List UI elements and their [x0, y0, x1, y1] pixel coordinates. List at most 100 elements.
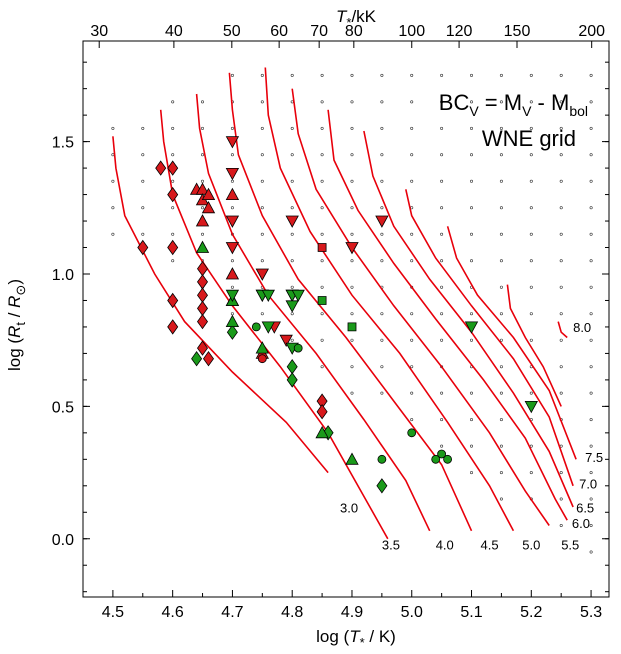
green-circle-marker	[293, 343, 303, 353]
red-triangle-up-marker	[201, 187, 216, 201]
grid-point	[260, 153, 264, 157]
red-dark-triangle-down-marker	[225, 242, 240, 255]
grid-point	[440, 179, 444, 183]
grid-point	[410, 73, 414, 77]
grid-point	[529, 338, 533, 342]
grid-point	[230, 206, 234, 210]
red-diamond-marker	[203, 351, 214, 367]
red-diamond-marker	[137, 239, 149, 256]
plot-frame	[82, 40, 610, 598]
grid-point	[230, 73, 234, 77]
grid-point	[320, 365, 324, 369]
red-diamond-marker	[197, 300, 208, 317]
grid-point	[230, 259, 234, 263]
grid-point	[529, 471, 533, 475]
grid-point	[559, 365, 563, 369]
top-axis-label: T*/kK	[336, 7, 377, 30]
red-diamond-marker	[197, 274, 208, 290]
red-triangle-down-marker	[345, 242, 359, 255]
y-tick-label: 0.0	[52, 532, 74, 549]
grid-point	[230, 126, 234, 130]
green-diamond-marker	[226, 324, 238, 340]
grid-point	[559, 497, 563, 501]
grid-point	[410, 391, 414, 395]
grid-point	[380, 338, 384, 342]
grid-point	[410, 418, 414, 422]
grid-point	[469, 179, 473, 183]
grid-point	[529, 285, 533, 289]
grid-annotation: WNE grid	[482, 126, 576, 151]
x-tick-label: 5.2	[520, 604, 542, 621]
contour-line	[228, 72, 473, 532]
grid-point	[350, 365, 354, 369]
grid-point	[320, 206, 324, 210]
top-tick-label: 150	[504, 23, 531, 40]
grid-point	[290, 206, 294, 210]
grid-point	[589, 232, 593, 236]
grid-point	[499, 100, 503, 104]
grid-point	[589, 365, 593, 369]
grid-point	[410, 259, 414, 263]
top-tick-label: 50	[223, 23, 241, 40]
grid-point	[469, 259, 473, 263]
grid-point	[111, 126, 115, 130]
grid-point	[141, 153, 145, 157]
grid-point	[230, 285, 234, 289]
contour-line	[363, 130, 574, 508]
green-diamond-marker	[286, 359, 298, 375]
grid-point	[171, 126, 175, 130]
grid-point	[469, 338, 473, 342]
grid-point	[171, 179, 175, 183]
grid-point	[290, 312, 294, 316]
grid-point	[410, 338, 414, 342]
green-triangle-up-marker	[225, 314, 240, 328]
grid-point	[440, 206, 444, 210]
grid-point	[290, 100, 294, 104]
grid-point	[469, 391, 473, 395]
grid-point	[559, 179, 563, 183]
grid-point	[589, 153, 593, 157]
grid-point	[559, 259, 563, 263]
red-dark-triangle-down-marker	[225, 136, 240, 149]
contour-label: 4.0	[436, 537, 454, 552]
red-diamond-marker	[155, 160, 167, 176]
grid-point	[350, 285, 354, 289]
grid-point	[260, 206, 264, 210]
grid-point	[141, 126, 145, 130]
red-diamond-marker	[197, 261, 208, 277]
green-circle-marker	[443, 454, 453, 464]
grid-point	[380, 179, 384, 183]
grid-point	[410, 232, 414, 236]
grid-point	[320, 312, 324, 316]
grid-point	[320, 153, 324, 157]
grid-point	[529, 391, 533, 395]
grid-point	[499, 285, 503, 289]
contour-label: 4.5	[481, 537, 499, 552]
red-triangle-up-marker	[195, 214, 210, 227]
grid-point	[469, 312, 473, 316]
grid-point	[290, 73, 294, 77]
grid-point	[529, 73, 533, 77]
grid-point	[290, 232, 294, 236]
red-triangle-up-marker	[225, 267, 240, 280]
x-tick-label: 5.3	[580, 604, 602, 621]
x-tick-label: 5.1	[460, 604, 482, 621]
grid-point	[440, 73, 444, 77]
grid-point	[559, 312, 563, 316]
grid-point	[499, 312, 503, 316]
green-triangle-down-marker	[524, 400, 538, 414]
grid-point	[260, 179, 264, 183]
green-circle-marker	[251, 322, 261, 332]
grid-point	[201, 126, 205, 130]
grid-point	[111, 153, 115, 157]
grid-point	[410, 179, 414, 183]
grid-point	[499, 338, 503, 342]
red-diamond-marker	[167, 319, 179, 335]
data-markers	[137, 136, 538, 494]
grid-point	[350, 232, 354, 236]
x-tick-label: 4.9	[341, 604, 363, 621]
axis-ticks: 4.5 4.6 4.7 4.8 4.9 5.0 5.1 5.2 5.3 0.0 0.5 1.0 1.5 3…	[52, 23, 609, 621]
green-diamond-marker	[286, 372, 298, 388]
grid-point	[111, 179, 115, 183]
red-dark-triangle-down-marker	[279, 334, 293, 348]
